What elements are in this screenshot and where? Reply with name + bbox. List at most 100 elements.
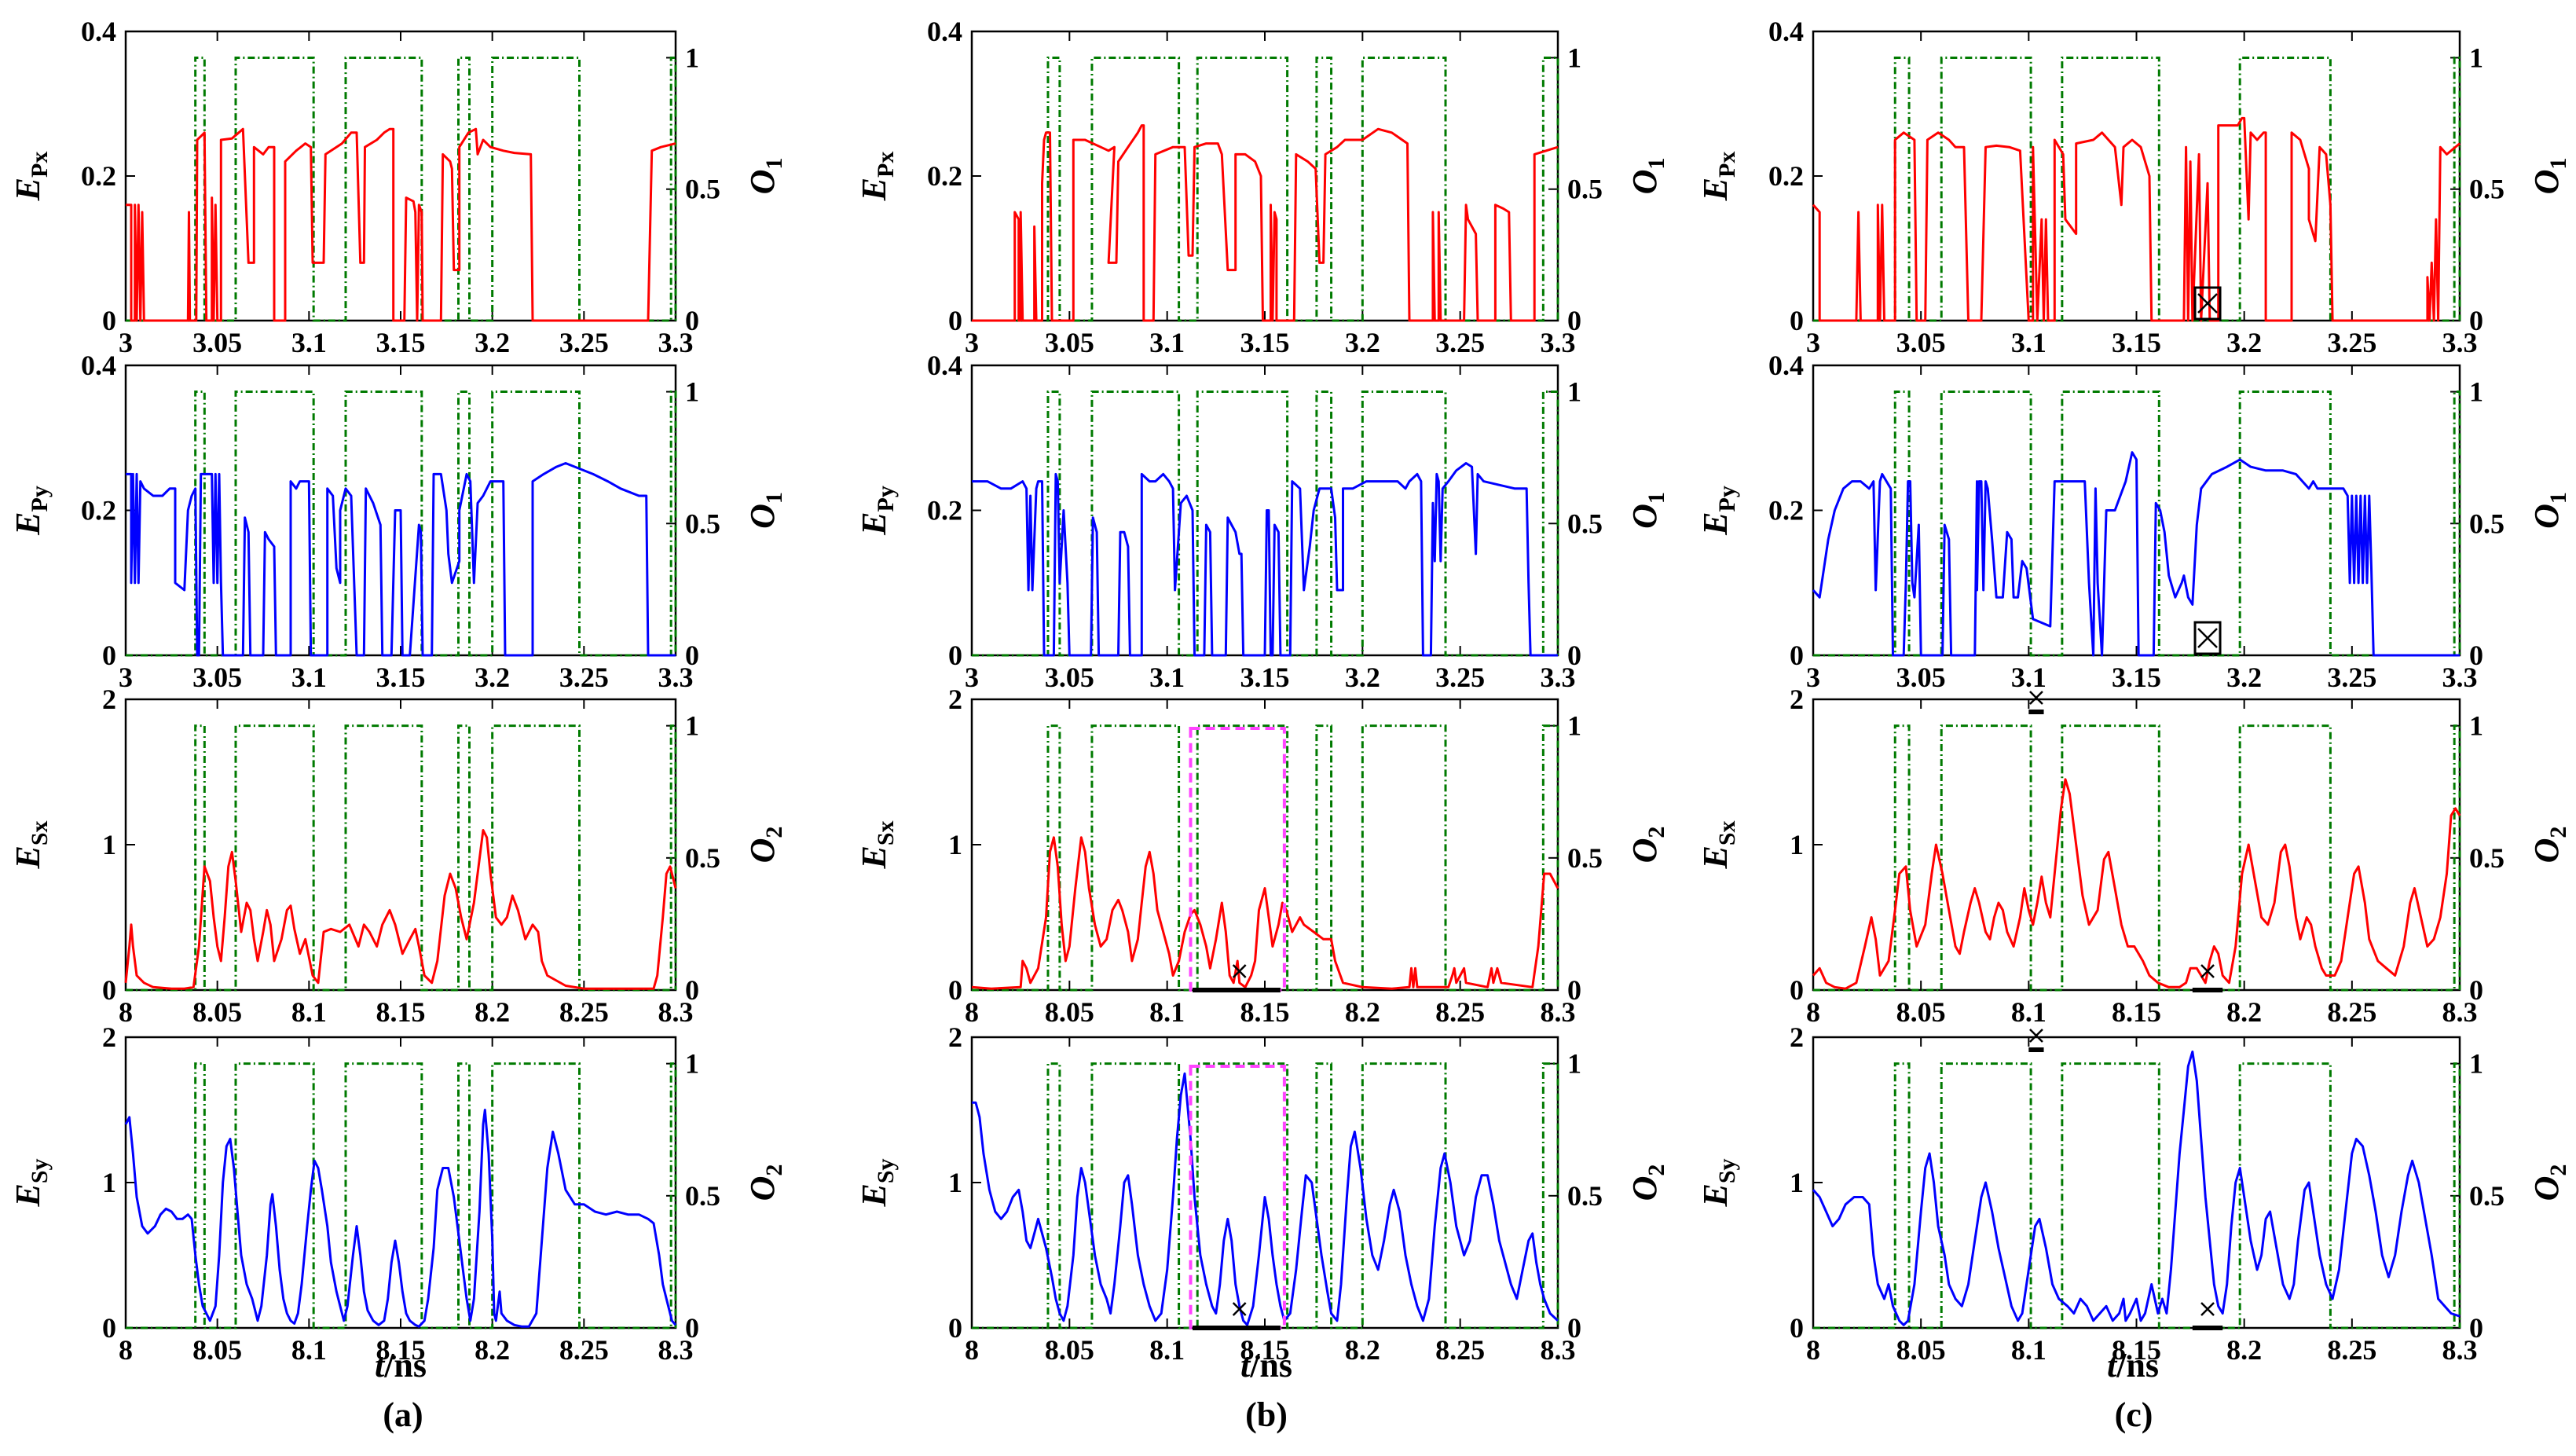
panel-b-row2-y2tick-label: 0 bbox=[1567, 640, 1581, 671]
panel-a-row1-xtick-label: 3.1 bbox=[291, 327, 327, 358]
panel-a-row3-xtick-label: 8.25 bbox=[559, 996, 609, 1028]
panel-b-row3-xtick-label: 8.15 bbox=[1240, 996, 1290, 1028]
panel-a-row2-xtick-label: 3.25 bbox=[559, 662, 609, 693]
panel-a-row1-y2tick-label: 0.5 bbox=[685, 174, 720, 205]
panel-c-row3-xtick-label: 8.05 bbox=[1896, 996, 1946, 1028]
panel-c-row2-ytick-label: 0.2 bbox=[1768, 495, 1804, 526]
panel-c-row2-xtick-label: 3.2 bbox=[2226, 662, 2262, 693]
panel-a-row4-xtick-label: 8.25 bbox=[559, 1334, 609, 1366]
panel-b-row2-xtick-label: 3.2 bbox=[1345, 662, 1380, 693]
panel-c-row3-cross-marker bbox=[2200, 964, 2215, 978]
panel-b-row2-ytick-label: 0.4 bbox=[927, 350, 962, 381]
panel-c-row4-xtick-label: 8.1 bbox=[2011, 1334, 2047, 1366]
panel-c-row4-y2tick-label: 1 bbox=[2469, 1048, 2483, 1080]
panel-b-row4-xtick-label: 8.15 bbox=[1240, 1334, 1290, 1366]
panel-a-row3-y2-axis-label: O2 bbox=[743, 827, 787, 864]
panel-b-row1-xtick-label: 3.2 bbox=[1345, 327, 1380, 358]
panel-a-row1-xtick-label: 3.05 bbox=[192, 327, 242, 358]
panel-a-row2-xtick-label: 3.1 bbox=[291, 662, 327, 693]
panel-a-row1-signal-series bbox=[126, 127, 676, 322]
panel-c-row1-xtick-label: 3.2 bbox=[2226, 327, 2262, 358]
panel-b-row4-xtick-label: 8 bbox=[965, 1334, 979, 1366]
panel-c-row2-box-cross-marker bbox=[2197, 628, 2218, 648]
panel-a-row1-ytick-label: 0 bbox=[102, 305, 116, 336]
panel-b-row3-cross-marker bbox=[1232, 964, 1247, 978]
panel-a-row1-ytick-label: 0.4 bbox=[81, 16, 116, 47]
panel-c-row3-xtick-label: 8.15 bbox=[2112, 996, 2161, 1028]
panel-a-row1-xtick-label: 3.15 bbox=[376, 327, 426, 358]
panel-c-row4-xtick-label: 8.3 bbox=[2442, 1334, 2478, 1366]
panel-b-row4-y2tick-label: 1 bbox=[1567, 1048, 1581, 1080]
panel-b-row3-xtick-label: 8.3 bbox=[1541, 996, 1576, 1028]
panel-a-row2-ytick-label: 0 bbox=[102, 640, 116, 671]
panel-a-row1-axes-box bbox=[124, 30, 677, 322]
panel-b-row4-output-series bbox=[972, 1062, 1559, 1329]
panel-c-row1-signal-series bbox=[1812, 116, 2461, 322]
panel-c-row2-ytick-label: 0 bbox=[1790, 640, 1804, 671]
panel-b-row1-y-axis-label: EPx bbox=[855, 152, 899, 202]
x-axis-title-c: t/ns bbox=[2107, 1346, 2159, 1384]
panel-b-row1-xtick-label: 3 bbox=[965, 327, 979, 358]
panel-c-row1-y-axis-label: EPx bbox=[1696, 152, 1740, 202]
panel-c-row2-xtick-label: 3.1 bbox=[2011, 662, 2047, 693]
panel-b-row4-xtick-label: 8.2 bbox=[1345, 1334, 1380, 1366]
panel-a-row2-ytick-label: 0.2 bbox=[81, 495, 116, 526]
panel-a-row2-xtick-label: 3.05 bbox=[192, 662, 242, 693]
panel-a-row1-y2tick-label: 0 bbox=[685, 305, 699, 336]
panel-c-row3-xtick-label: 8.2 bbox=[2226, 996, 2262, 1028]
panel-a-row4-y2tick-label: 0.5 bbox=[685, 1180, 720, 1212]
panel-b-row1-y2tick-label: 0.5 bbox=[1567, 174, 1603, 205]
x-axis-title-b: t/ns bbox=[1240, 1346, 1292, 1384]
panel-b-row4-y2tick-label: 0.5 bbox=[1567, 1180, 1603, 1212]
panel-b-row2-xtick-label: 3.3 bbox=[1541, 662, 1576, 693]
panel-c-row2-y-axis-label: EPy bbox=[1696, 486, 1740, 536]
panel-a-row4-ytick-label: 0 bbox=[102, 1312, 116, 1344]
panel-a-row3-ytick-label: 1 bbox=[102, 829, 116, 860]
panel-a-row4-ytick-label: 1 bbox=[102, 1167, 116, 1198]
panel-c-row4-cross-marker bbox=[2029, 1029, 2043, 1043]
panel-b-row1-y2-axis-label: O1 bbox=[1625, 158, 1669, 195]
panel-b-row2-y2tick-label: 1 bbox=[1567, 376, 1581, 408]
panel-b-row3-ytick-label: 2 bbox=[948, 684, 962, 715]
panel-a-row2-y2-axis-label: O1 bbox=[743, 492, 787, 529]
panel-b-row4-y2tick-label: 0 bbox=[1567, 1312, 1581, 1344]
panel-c-row1-ytick-label: 0.4 bbox=[1768, 16, 1804, 47]
panel-a-row3-y2tick-label: 1 bbox=[685, 710, 699, 742]
panel-a-row1-xtick-label: 3.3 bbox=[658, 327, 694, 358]
panel-b-row1-ytick-label: 0.4 bbox=[927, 16, 962, 47]
panel-a-row3-xtick-label: 8.2 bbox=[475, 996, 510, 1028]
panel-c-row3-y2tick-label: 0 bbox=[2469, 974, 2483, 1006]
panel-c-row1-xtick-label: 3 bbox=[1806, 327, 1820, 358]
panel-a-row4-xtick-label: 8.2 bbox=[475, 1334, 510, 1366]
panel-b-row3-ytick-label: 0 bbox=[948, 974, 962, 1006]
panel-c-row4-y2tick-label: 0.5 bbox=[2469, 1180, 2505, 1212]
panel-b-row2-y2-axis-label: O1 bbox=[1625, 492, 1669, 529]
panel-b-row1-signal-series bbox=[972, 124, 1559, 322]
panel-c-row3-cross-marker bbox=[2029, 691, 2043, 705]
panel-a-row2-xtick-label: 3.2 bbox=[475, 662, 510, 693]
panel-c-row3-xtick-label: 8.1 bbox=[2011, 996, 2047, 1028]
panel-a-row2-y-axis-label: EPy bbox=[9, 486, 53, 536]
panel-a-row4-y2tick-label: 0 bbox=[685, 1312, 699, 1344]
panel-c-row2-y2tick-label: 0 bbox=[2469, 640, 2483, 671]
panel-c-row4-ytick-label: 0 bbox=[1790, 1312, 1804, 1344]
panel-a-row3-xtick-label: 8 bbox=[119, 996, 133, 1028]
panel-a-row1-xtick-label: 3.2 bbox=[475, 327, 510, 358]
panel-b-row4-xtick-label: 8.3 bbox=[1541, 1334, 1576, 1366]
panel-b-row3-xtick-label: 8 bbox=[965, 996, 979, 1028]
panel-a-row4-ytick-label: 2 bbox=[102, 1021, 116, 1053]
panel-c-row3-xtick-label: 8.3 bbox=[2442, 996, 2478, 1028]
panel-b-row2-ytick-label: 0.2 bbox=[927, 495, 962, 526]
panel-b-row3-y2tick-label: 0 bbox=[1567, 974, 1581, 1006]
panel-c-row1-xtick-label: 3.3 bbox=[2442, 327, 2478, 358]
panel-a-row3-y2tick-label: 0.5 bbox=[685, 842, 720, 874]
panel-c-row3-output-series bbox=[1813, 724, 2461, 992]
panel-c-row3-ytick-label: 2 bbox=[1790, 684, 1804, 715]
panel-c-row3-signal-series bbox=[1812, 778, 2461, 990]
panel-b-row2-xtick-label: 3 bbox=[965, 662, 979, 693]
panel-c-row3-y2tick-label: 0.5 bbox=[2469, 842, 2505, 874]
